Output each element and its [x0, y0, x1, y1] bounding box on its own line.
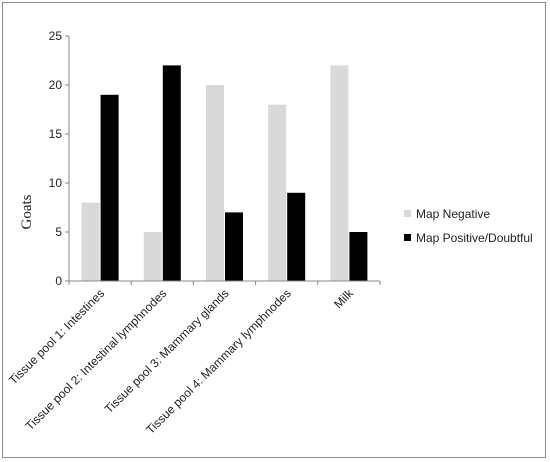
category-label: Tissue pool 3: Mammary glands	[102, 286, 232, 416]
axes	[68, 36, 381, 285]
legend-label: Map Positive/Doubtful	[416, 231, 533, 245]
legend: Map Negative Map Positive/Doubtful	[404, 207, 533, 245]
legend-label: Map Negative	[416, 207, 490, 221]
bar-map-positive-4	[287, 192, 306, 281]
y-tick-label: 25	[49, 29, 63, 43]
y-axis-label: Goats	[19, 194, 35, 229]
y-tick-label: 10	[49, 176, 63, 190]
bar-map-negative-4	[268, 104, 287, 281]
y-tick-label: 20	[49, 78, 63, 92]
y-axis-ticks: 0 5 10 15 20 25	[49, 29, 69, 288]
bar-map-positive-3	[225, 212, 243, 281]
bar-map-positive-2	[162, 65, 181, 282]
category-label: Milk	[331, 286, 357, 312]
bar-map-negative-1	[81, 202, 100, 281]
bar-map-negative-3	[206, 85, 224, 281]
bar-map-negative-5	[330, 65, 349, 282]
y-tick-label: 15	[49, 127, 63, 141]
bar-map-positive-5	[349, 232, 368, 281]
bars	[81, 65, 368, 282]
bar-map-negative-2	[143, 232, 162, 281]
legend-swatch	[404, 234, 411, 241]
legend-swatch	[404, 210, 411, 217]
bar-map-positive-1	[100, 94, 119, 281]
y-tick-label: 0	[55, 274, 62, 288]
y-tick-label: 5	[55, 225, 62, 239]
